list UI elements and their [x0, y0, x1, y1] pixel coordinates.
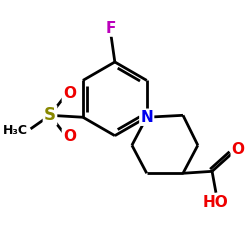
Text: O: O [63, 86, 76, 102]
Text: HO: HO [203, 195, 229, 210]
Text: F: F [106, 20, 116, 36]
Text: O: O [63, 129, 76, 144]
Text: H₃C: H₃C [2, 124, 28, 137]
Text: O: O [232, 142, 245, 156]
Text: S: S [44, 106, 56, 124]
Text: N: N [140, 110, 153, 125]
